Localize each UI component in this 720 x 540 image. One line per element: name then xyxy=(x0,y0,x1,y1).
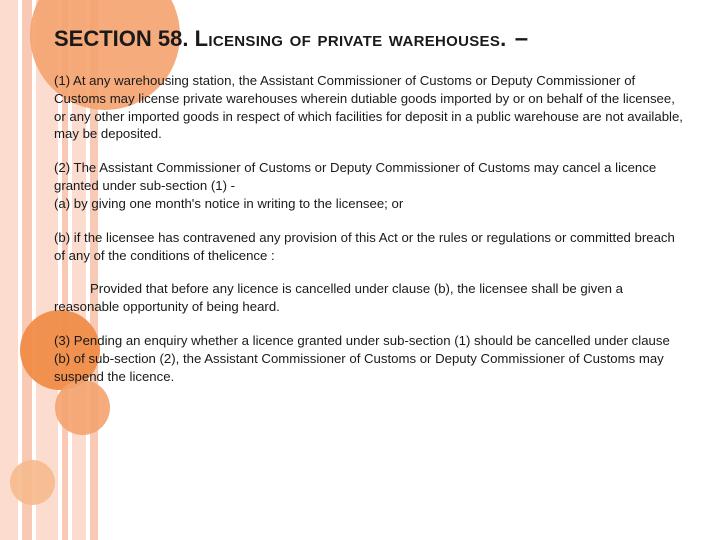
decorative-circle xyxy=(10,460,55,505)
section-heading: SECTION 58. Licensing of private warehou… xyxy=(54,24,686,54)
paragraph-3: (3) Pending an enquiry whether a licence… xyxy=(54,332,686,385)
document-content: SECTION 58. Licensing of private warehou… xyxy=(54,24,686,401)
paragraph-2b: (b) if the licensee has contravened any … xyxy=(54,229,686,265)
paragraph-2: (2) The Assistant Commissioner of Custom… xyxy=(54,159,686,212)
stripe xyxy=(0,0,18,540)
heading-dash: – xyxy=(513,25,528,52)
stripe xyxy=(22,0,32,540)
paragraph-1: (1) At any warehousing station, the Assi… xyxy=(54,72,686,143)
paragraph-2a: (a) by giving one month's notice in writ… xyxy=(54,196,403,211)
proviso: Provided that before any licence is canc… xyxy=(54,280,686,316)
section-number: SECTION 58. xyxy=(54,26,188,51)
section-title: Licensing of private warehouses. xyxy=(195,26,507,51)
paragraph-2-lead: (2) The Assistant Commissioner of Custom… xyxy=(54,160,656,193)
